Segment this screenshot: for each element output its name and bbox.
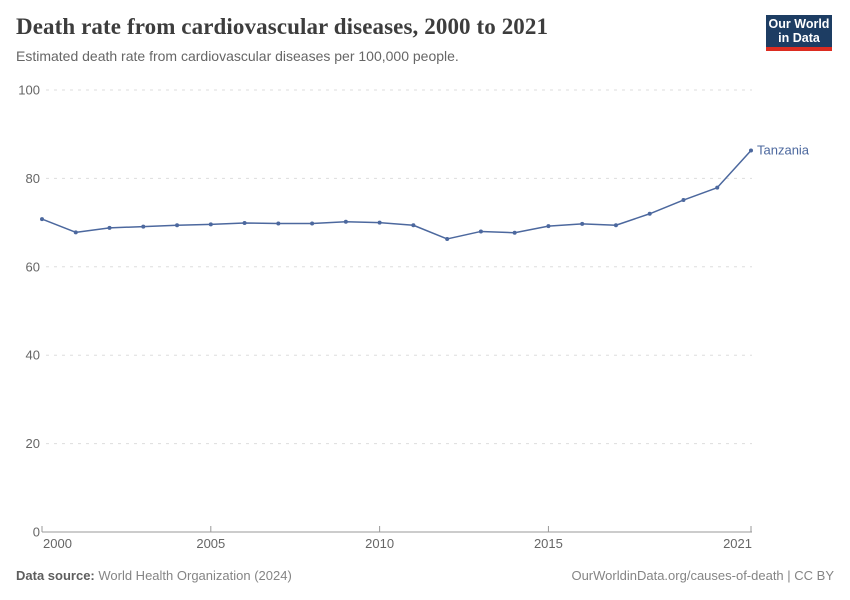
- data-point-tanzania-2016[interactable]: [580, 221, 585, 226]
- chart-title: Death rate from cardiovascular diseases,…: [16, 14, 549, 39]
- y-tick-label-40: 40: [26, 348, 40, 363]
- data-point-tanzania-2009[interactable]: [343, 219, 348, 224]
- data-point-tanzania-2004[interactable]: [175, 223, 180, 228]
- chart-footer: Data source: World Health Organization (…: [16, 568, 834, 583]
- y-tick-label-20: 20: [26, 436, 40, 451]
- owid-logo-line1: Our World: [768, 17, 830, 31]
- data-source-label: Data source:: [16, 568, 95, 583]
- data-point-tanzania-2017[interactable]: [613, 223, 618, 228]
- data-point-tanzania-2014[interactable]: [512, 230, 517, 235]
- owid-logo-line2: in Data: [778, 31, 820, 45]
- line-chart-plot-area: 0 20 40 60 80 100 2000 2005 2010 2015 2021 Tanzania: [0, 80, 850, 560]
- chart-subtitle: Estimated death rate from cardiovascular…: [16, 48, 459, 64]
- data-point-tanzania-2008[interactable]: [310, 221, 315, 226]
- line-chart-svg: 0 20 40 60 80 100 2000 2005 2010 2015 2021 Tanzania: [18, 83, 810, 552]
- data-point-tanzania-2002[interactable]: [107, 225, 112, 230]
- data-point-tanzania-2010[interactable]: [377, 220, 382, 225]
- data-source-note: Data source: World Health Organization (…: [16, 568, 292, 583]
- data-point-tanzania-2011[interactable]: [411, 223, 416, 228]
- data-point-tanzania-2020[interactable]: [715, 185, 720, 190]
- y-tick-label-80: 80: [26, 171, 40, 186]
- data-point-tanzania-2001[interactable]: [73, 230, 78, 235]
- chart-header: Death rate from cardiovascular diseases,…: [16, 14, 834, 64]
- data-point-tanzania-2013[interactable]: [478, 229, 483, 234]
- data-point-tanzania-2015[interactable]: [546, 224, 551, 229]
- x-tick-label-2015: 2015: [534, 536, 563, 551]
- data-source-value: World Health Organization (2024): [94, 568, 292, 583]
- data-point-tanzania-2003[interactable]: [141, 224, 146, 229]
- x-tick-label-2000: 2000: [43, 536, 72, 551]
- data-point-tanzania-2005[interactable]: [208, 222, 213, 227]
- series-label-tanzania[interactable]: Tanzania: [757, 143, 810, 158]
- data-point-tanzania-2019[interactable]: [681, 198, 686, 203]
- x-tick-label-2010: 2010: [365, 536, 394, 551]
- license-link[interactable]: OurWorldinData.org/causes-of-death | CC …: [571, 568, 834, 583]
- data-point-tanzania-2021[interactable]: [749, 148, 753, 153]
- data-point-tanzania-2007[interactable]: [276, 221, 281, 226]
- data-point-tanzania-2012[interactable]: [445, 236, 450, 241]
- data-point-tanzania-2006[interactable]: [242, 221, 247, 226]
- x-tick-label-2021: 2021: [723, 536, 752, 551]
- x-tick-label-2005: 2005: [196, 536, 225, 551]
- y-tick-label-0: 0: [33, 525, 40, 540]
- owid-logo[interactable]: Our World in Data: [766, 15, 832, 51]
- data-point-tanzania-2018[interactable]: [647, 211, 652, 216]
- series-line-tanzania[interactable]: [41, 150, 752, 240]
- y-tick-label-60: 60: [26, 259, 40, 274]
- y-tick-label-100: 100: [18, 83, 40, 98]
- data-point-tanzania-2000[interactable]: [40, 217, 44, 222]
